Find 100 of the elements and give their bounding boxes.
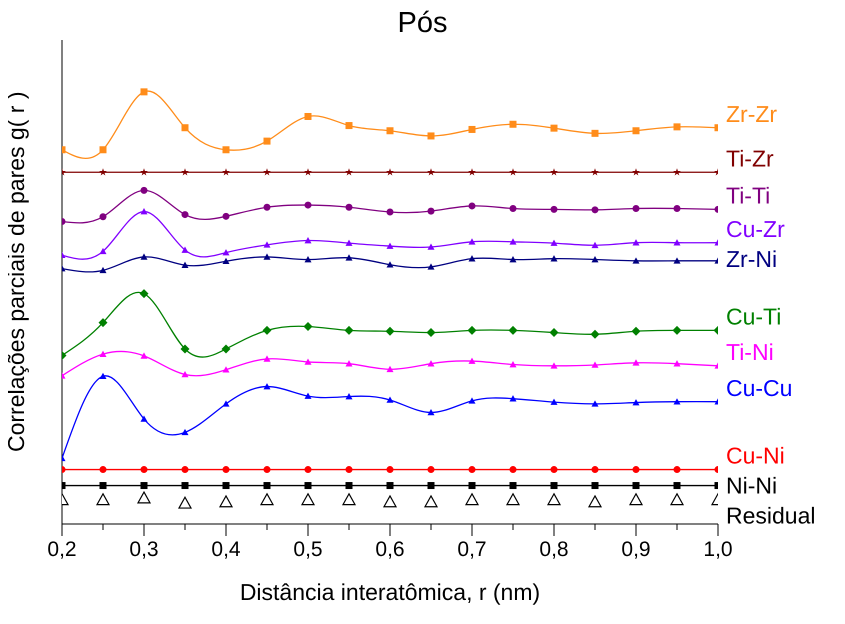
point (100, 213, 106, 220)
point (178, 496, 192, 509)
point (674, 239, 680, 246)
point (346, 254, 352, 261)
x-tick-label: 0,4 (211, 538, 241, 561)
point (508, 326, 518, 335)
point (304, 202, 312, 209)
point (510, 205, 516, 212)
point (304, 112, 312, 120)
point (304, 168, 312, 176)
point (100, 266, 106, 274)
point (386, 168, 394, 176)
point (100, 482, 106, 490)
point (550, 206, 558, 213)
point (219, 495, 233, 508)
series-label: Zr-Zr (726, 100, 778, 127)
x-tick-label: 0,5 (293, 538, 323, 561)
x-tick-label: 0,9 (621, 538, 651, 561)
point (182, 124, 188, 132)
point (301, 493, 315, 506)
point (383, 495, 397, 508)
x-tick-label: 0,3 (129, 538, 159, 561)
point (100, 248, 106, 254)
point (180, 344, 190, 354)
point (386, 326, 394, 336)
point (262, 326, 272, 335)
point (632, 257, 640, 264)
point (468, 482, 476, 490)
point (182, 482, 188, 490)
point (386, 466, 394, 474)
point (468, 358, 476, 364)
point (674, 257, 680, 264)
point (428, 263, 434, 270)
point (632, 205, 640, 212)
point (222, 258, 230, 264)
point (140, 253, 148, 260)
point (632, 359, 640, 366)
point (346, 482, 352, 490)
point (346, 466, 352, 474)
point (386, 208, 394, 216)
point (510, 238, 516, 245)
point (592, 361, 598, 368)
point (140, 88, 148, 96)
point (100, 146, 106, 154)
series-label: Ni-Ni (726, 472, 778, 499)
x-tick-label: 0,2 (47, 538, 77, 561)
point (427, 168, 435, 176)
point (304, 392, 312, 399)
point (550, 328, 558, 338)
x-tick-label: 1,0 (703, 538, 733, 561)
point (674, 466, 680, 474)
point (468, 397, 476, 404)
point (632, 399, 640, 406)
point (510, 361, 516, 368)
point (304, 466, 312, 474)
point (674, 482, 680, 490)
series-label: Ti-Zr (726, 145, 774, 172)
point (264, 355, 270, 362)
point (674, 398, 680, 405)
point (428, 466, 434, 474)
point (182, 466, 188, 474)
point (181, 168, 189, 176)
point (386, 127, 394, 134)
point (468, 466, 476, 474)
point (632, 239, 640, 246)
series-label: Ti-Ti (726, 182, 770, 208)
point (428, 409, 434, 416)
point (547, 493, 561, 506)
series-label: Cu-Cu (726, 374, 792, 401)
point (468, 255, 476, 262)
point (588, 495, 602, 508)
point (386, 396, 394, 403)
point (222, 400, 230, 407)
point (592, 466, 598, 474)
point (591, 168, 599, 176)
point (346, 393, 352, 400)
point (629, 493, 643, 506)
point (264, 383, 270, 390)
point (674, 123, 680, 130)
point (304, 322, 312, 332)
point (386, 242, 394, 249)
point (140, 208, 148, 214)
point (140, 289, 148, 298)
point (100, 466, 106, 474)
point (222, 466, 230, 474)
point (386, 482, 394, 490)
point (222, 212, 230, 220)
point (140, 186, 148, 194)
point (510, 395, 516, 402)
point (509, 168, 517, 176)
point (632, 168, 640, 176)
point (140, 352, 148, 359)
point (428, 482, 434, 490)
point (468, 238, 476, 245)
point (346, 122, 352, 130)
point (222, 366, 230, 373)
point (592, 242, 598, 248)
point (468, 202, 476, 210)
point (468, 126, 476, 133)
point (182, 262, 188, 268)
